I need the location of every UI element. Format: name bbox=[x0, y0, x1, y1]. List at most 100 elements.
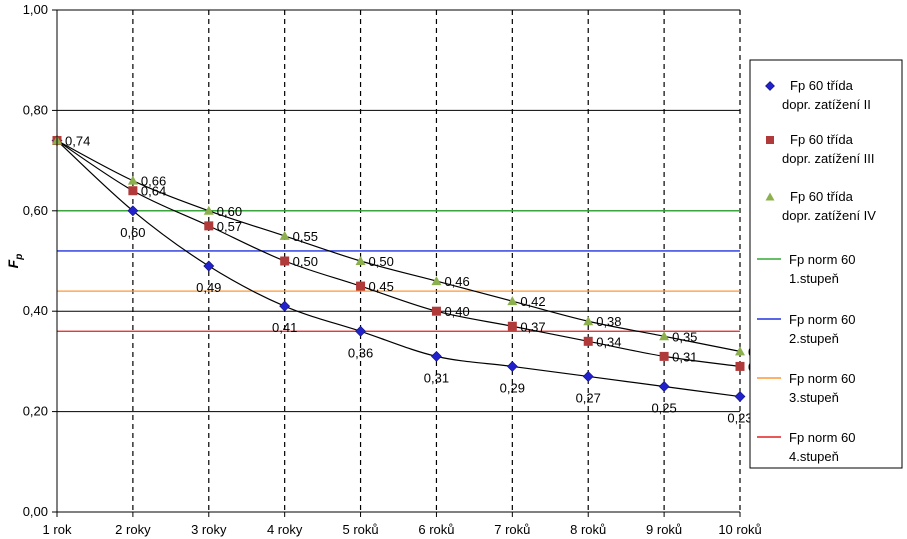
x-tick-label: 5 roků bbox=[342, 522, 378, 537]
legend-label: dopr. zatížení IV bbox=[782, 208, 876, 223]
legend-label: Fp norm 60 bbox=[789, 371, 855, 386]
reference-lines bbox=[57, 210, 740, 332]
legend-label: 3.stupeň bbox=[789, 390, 839, 405]
data-point-marker bbox=[507, 296, 518, 306]
legend-label: dopr. zatížení III bbox=[782, 151, 875, 166]
data-point-marker bbox=[583, 336, 593, 346]
x-tick-label: 7 roků bbox=[494, 522, 530, 537]
data-point-marker bbox=[658, 381, 670, 392]
data-label: 0,46 bbox=[444, 274, 469, 289]
x-tick-label: 9 roků bbox=[646, 522, 682, 537]
data-label: 0,57 bbox=[217, 219, 242, 234]
data-point-marker bbox=[506, 360, 518, 372]
data-point-marker bbox=[356, 281, 366, 291]
data-label: 0,42 bbox=[520, 294, 545, 309]
data-point-marker bbox=[507, 321, 517, 331]
legend-item: Fp 60 třída dopr. zatížení III bbox=[766, 132, 875, 166]
y-axis-title: Fp bbox=[5, 254, 25, 269]
data-point-marker bbox=[279, 230, 290, 240]
legend-item: Fp norm 60 2.stupeň bbox=[757, 312, 855, 346]
legend-label: Fp 60 třída bbox=[790, 78, 854, 93]
data-label: 0,27 bbox=[576, 390, 601, 405]
data-label: 0,29 bbox=[500, 380, 525, 395]
data-point-marker bbox=[431, 276, 442, 286]
legend-box bbox=[749, 59, 903, 469]
data-label: 0,45 bbox=[369, 279, 394, 294]
legend-symbol bbox=[766, 136, 774, 144]
plot-area bbox=[57, 10, 740, 512]
data-label: 0,49 bbox=[196, 280, 221, 295]
y-tick-label: 0,20 bbox=[23, 404, 48, 419]
data-label: 0,23 bbox=[727, 411, 752, 426]
y-tick-label: 0,60 bbox=[23, 203, 48, 218]
legend-label: 4.stupeň bbox=[789, 449, 839, 464]
data-point-marker bbox=[734, 391, 746, 402]
axes: 0,00 0,20 0,40 0,60 0,80 1,00 1 rok 2 roky 3 rok… bbox=[5, 2, 762, 537]
x-tick-label: 1 rok bbox=[43, 522, 72, 537]
data-label: 0,31 bbox=[424, 370, 449, 385]
legend-item: Fp 60 třída dopr. zatížení IV bbox=[765, 189, 876, 223]
data-point-marker bbox=[431, 306, 441, 316]
data-point-marker bbox=[659, 331, 670, 341]
data-point-marker bbox=[431, 350, 442, 362]
y-tick-label: 0,80 bbox=[23, 102, 48, 117]
data-point-marker bbox=[279, 300, 291, 312]
data-point-marker bbox=[583, 316, 594, 326]
y-tick-label: 0,00 bbox=[23, 504, 48, 519]
legend-label: dopr. zatížení II bbox=[782, 97, 871, 112]
data-point-marker bbox=[355, 256, 366, 265]
x-tick-label: 10 roků bbox=[718, 522, 761, 537]
data-label: 0,34 bbox=[596, 334, 621, 349]
data-label: 0,35 bbox=[672, 329, 697, 344]
data-label: 0,25 bbox=[651, 401, 676, 416]
data-point-marker bbox=[128, 186, 138, 196]
data-label: 0,50 bbox=[369, 254, 394, 269]
data-label: 0,74 bbox=[65, 134, 90, 149]
legend: Fp 60 třída dopr. zatížení II Fp 60 třída d… bbox=[749, 59, 903, 469]
x-tick-label: 8 roků bbox=[570, 522, 606, 537]
legend-item: Fp norm 60 1.stupeň bbox=[757, 252, 855, 286]
x-tick-label: 3 roky bbox=[191, 522, 227, 537]
legend-label: Fp norm 60 bbox=[789, 430, 855, 445]
data-point-marker bbox=[280, 256, 290, 266]
data-label: 0,31 bbox=[672, 349, 697, 364]
legend-label: Fp 60 třída bbox=[790, 189, 854, 204]
legend-symbol bbox=[765, 81, 775, 91]
data-label: 0,64 bbox=[141, 184, 166, 199]
data-point-marker bbox=[203, 205, 214, 215]
data-point-marker bbox=[582, 371, 594, 382]
series-line bbox=[56, 139, 741, 352]
data-point-marker bbox=[735, 361, 745, 371]
legend-label: 1.stupeň bbox=[789, 271, 839, 286]
data-point-marker bbox=[735, 346, 745, 356]
data-label: 0,36 bbox=[348, 345, 373, 360]
data-label: 0,37 bbox=[520, 319, 545, 334]
x-tick-label: 4 roky bbox=[267, 522, 303, 537]
data-point-marker bbox=[204, 221, 214, 231]
series-line bbox=[56, 140, 741, 398]
data-label: 0,50 bbox=[293, 254, 318, 269]
data-label: 0,40 bbox=[444, 304, 469, 319]
data-label: 0,55 bbox=[293, 229, 318, 244]
legend-label: Fp 60 třída bbox=[790, 132, 854, 147]
series-line bbox=[56, 140, 741, 368]
data-label: 0,60 bbox=[120, 225, 145, 240]
x-tick-label: 2 roky bbox=[115, 522, 151, 537]
data-point-marker bbox=[355, 325, 366, 337]
data-point-marker bbox=[127, 205, 139, 217]
data-label: 0,60 bbox=[217, 204, 242, 219]
legend-label: 2.stupeň bbox=[789, 331, 839, 346]
legend-label: Fp norm 60 bbox=[789, 312, 855, 327]
legend-item: Fp norm 60 4.stupeň bbox=[757, 430, 855, 464]
data-point-marker bbox=[127, 175, 138, 185]
data-point-marker bbox=[659, 351, 669, 361]
legend-label: Fp norm 60 bbox=[789, 252, 855, 267]
data-label: 0,41 bbox=[272, 320, 297, 335]
legend-item: Fp 60 třída dopr. zatížení II bbox=[765, 78, 871, 112]
x-tick-label: 6 roků bbox=[418, 522, 454, 537]
data-label: 0,66 bbox=[141, 174, 166, 189]
plot-background bbox=[57, 10, 740, 512]
legend-item: Fp norm 60 3.stupeň bbox=[757, 371, 855, 405]
y-tick-label: 0,40 bbox=[23, 303, 48, 318]
